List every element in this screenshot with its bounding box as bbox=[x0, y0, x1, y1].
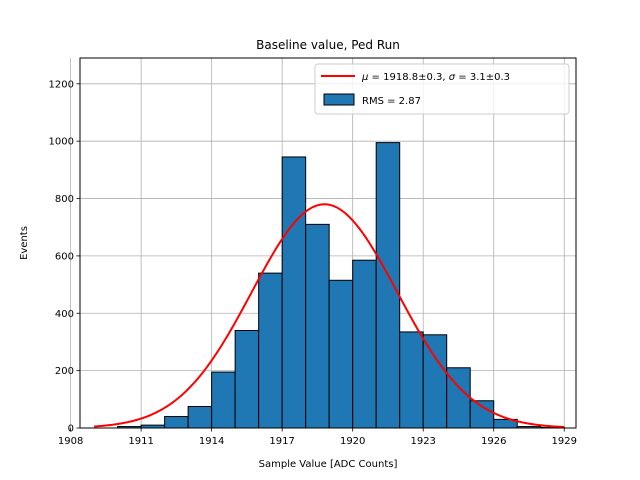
legend-box bbox=[314, 63, 570, 115]
histogram-bar bbox=[469, 400, 495, 429]
histogram-bar bbox=[375, 142, 401, 429]
y-tick-label: 200 bbox=[55, 366, 74, 377]
legend-bar-swatch bbox=[323, 93, 355, 106]
y-tick-label: 1000 bbox=[49, 137, 74, 148]
plot-frame bbox=[79, 57, 577, 429]
histogram-bars bbox=[117, 142, 565, 429]
legend-fit-label: μ = 1918.8±0.3, σ = 3.1±0.3 bbox=[361, 72, 510, 83]
x-tick-label: 1929 bbox=[552, 436, 577, 447]
x-tick-label: 1923 bbox=[410, 436, 435, 447]
histogram-bar bbox=[234, 329, 260, 429]
legend-mu-symbol: μ bbox=[361, 72, 368, 83]
x-tick-label: 1926 bbox=[481, 436, 506, 447]
legend-sigma-symbol: σ bbox=[449, 72, 456, 83]
y-tick-label: 0 bbox=[68, 424, 74, 435]
histogram-bar bbox=[164, 416, 189, 429]
histogram-bar bbox=[187, 405, 213, 429]
y-tick-label: 400 bbox=[55, 309, 74, 320]
histogram-bar bbox=[258, 272, 283, 429]
histogram-bar bbox=[211, 371, 236, 429]
x-tick-label: 1917 bbox=[269, 436, 294, 447]
histogram-bar bbox=[281, 156, 307, 429]
x-tick-label: 1908 bbox=[58, 436, 83, 447]
y-axis-ticks: 0 200 400 600 800 1000 1200 bbox=[49, 79, 80, 435]
x-tick-label: 1911 bbox=[128, 436, 153, 447]
legend-sigma-value: = 3.1±0.3 bbox=[455, 72, 510, 83]
legend-mu-value: = 1918.8±0.3, bbox=[368, 72, 448, 83]
x-tick-label: 1920 bbox=[340, 436, 365, 447]
chart-title: Baseline value, Ped Run bbox=[256, 38, 400, 52]
histogram-bar bbox=[352, 259, 377, 429]
x-tick-label: 1914 bbox=[199, 436, 224, 447]
legend-rms-label: RMS = 2.87 bbox=[362, 96, 421, 107]
y-tick-label: 1200 bbox=[49, 79, 74, 90]
y-axis-label: Events bbox=[19, 226, 30, 260]
gaussian-fit-line bbox=[94, 203, 565, 428]
y-tick-label: 600 bbox=[55, 251, 74, 262]
histogram-bar bbox=[422, 334, 448, 429]
histogram-bar bbox=[305, 223, 330, 429]
histogram-bar bbox=[328, 279, 354, 429]
y-tick-label: 800 bbox=[55, 194, 74, 205]
legend: μ = 1918.8±0.3, σ = 3.1±0.3 RMS = 2.87 bbox=[314, 63, 570, 115]
x-axis-label: Sample Value [ADC Counts] bbox=[259, 459, 398, 470]
x-axis-ticks: 1908 1911 1914 1917 1920 1923 1926 1929 bbox=[58, 428, 577, 447]
histogram-bar bbox=[399, 331, 424, 429]
